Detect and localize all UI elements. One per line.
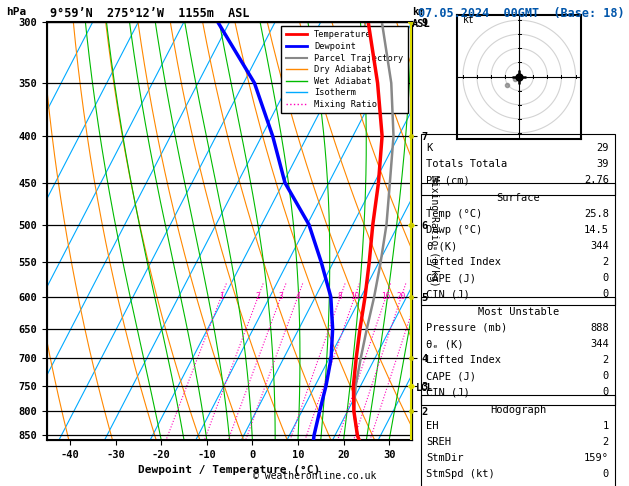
Text: 2: 2 [603,355,609,365]
Text: EH: EH [426,421,438,431]
Text: CAPE (J): CAPE (J) [426,273,476,283]
Text: K: K [426,143,432,154]
Text: 344: 344 [590,241,609,251]
Text: 0: 0 [603,469,609,479]
Text: Surface: Surface [496,193,540,203]
Text: CIN (J): CIN (J) [426,289,470,299]
Text: 39: 39 [596,159,609,170]
Y-axis label: Mixing Ratio (g/kg): Mixing Ratio (g/kg) [429,175,439,287]
Text: 1: 1 [219,293,223,301]
Text: Dewp (°C): Dewp (°C) [426,225,482,235]
Text: StmSpd (kt): StmSpd (kt) [426,469,494,479]
Text: CIN (J): CIN (J) [426,387,470,397]
Text: 2.76: 2.76 [584,175,609,186]
Text: 2: 2 [603,437,609,447]
Text: 2: 2 [603,257,609,267]
Text: 2: 2 [256,293,260,301]
Text: Most Unstable: Most Unstable [477,307,559,317]
Text: 10: 10 [350,293,359,301]
Text: Lifted Index: Lifted Index [426,355,501,365]
Text: Totals Totala: Totals Totala [426,159,507,170]
Text: Pressure (mb): Pressure (mb) [426,323,507,333]
Text: 8: 8 [338,293,343,301]
Text: ASL: ASL [412,19,431,30]
Text: LCL: LCL [416,383,433,393]
Text: PW (cm): PW (cm) [426,175,470,186]
Text: 07.05.2024  00GMT  (Base: 18): 07.05.2024 00GMT (Base: 18) [418,7,625,20]
Text: 0: 0 [603,371,609,381]
Text: StmDir: StmDir [426,453,464,463]
Text: kt: kt [463,15,475,25]
Text: 344: 344 [590,339,609,349]
Text: 14.5: 14.5 [584,225,609,235]
Text: 159°: 159° [584,453,609,463]
Text: 20: 20 [397,293,406,301]
Text: 888: 888 [590,323,609,333]
Text: θₑ (K): θₑ (K) [426,339,464,349]
Text: 0: 0 [603,289,609,299]
Text: SREH: SREH [426,437,451,447]
Text: 29: 29 [596,143,609,154]
Text: 3: 3 [279,293,283,301]
Text: 9°59’N  275°12’W  1155m  ASL: 9°59’N 275°12’W 1155m ASL [50,7,250,20]
Text: 25.8: 25.8 [584,209,609,219]
Text: 1: 1 [603,421,609,431]
Text: 16: 16 [381,293,391,301]
Text: Hodograph: Hodograph [490,405,547,415]
Text: 0: 0 [603,273,609,283]
Text: CAPE (J): CAPE (J) [426,371,476,381]
Text: km: km [412,7,425,17]
Text: 4: 4 [296,293,300,301]
Legend: Temperature, Dewpoint, Parcel Trajectory, Dry Adiabat, Wet Adiabat, Isotherm, Mi: Temperature, Dewpoint, Parcel Trajectory… [281,26,408,113]
X-axis label: Dewpoint / Temperature (°C): Dewpoint / Temperature (°C) [138,465,321,475]
Text: Lifted Index: Lifted Index [426,257,501,267]
Text: 0: 0 [603,387,609,397]
Text: θₑ(K): θₑ(K) [426,241,457,251]
Text: Temp (°C): Temp (°C) [426,209,482,219]
Text: © weatheronline.co.uk: © weatheronline.co.uk [253,471,376,481]
Text: hPa: hPa [6,7,26,17]
